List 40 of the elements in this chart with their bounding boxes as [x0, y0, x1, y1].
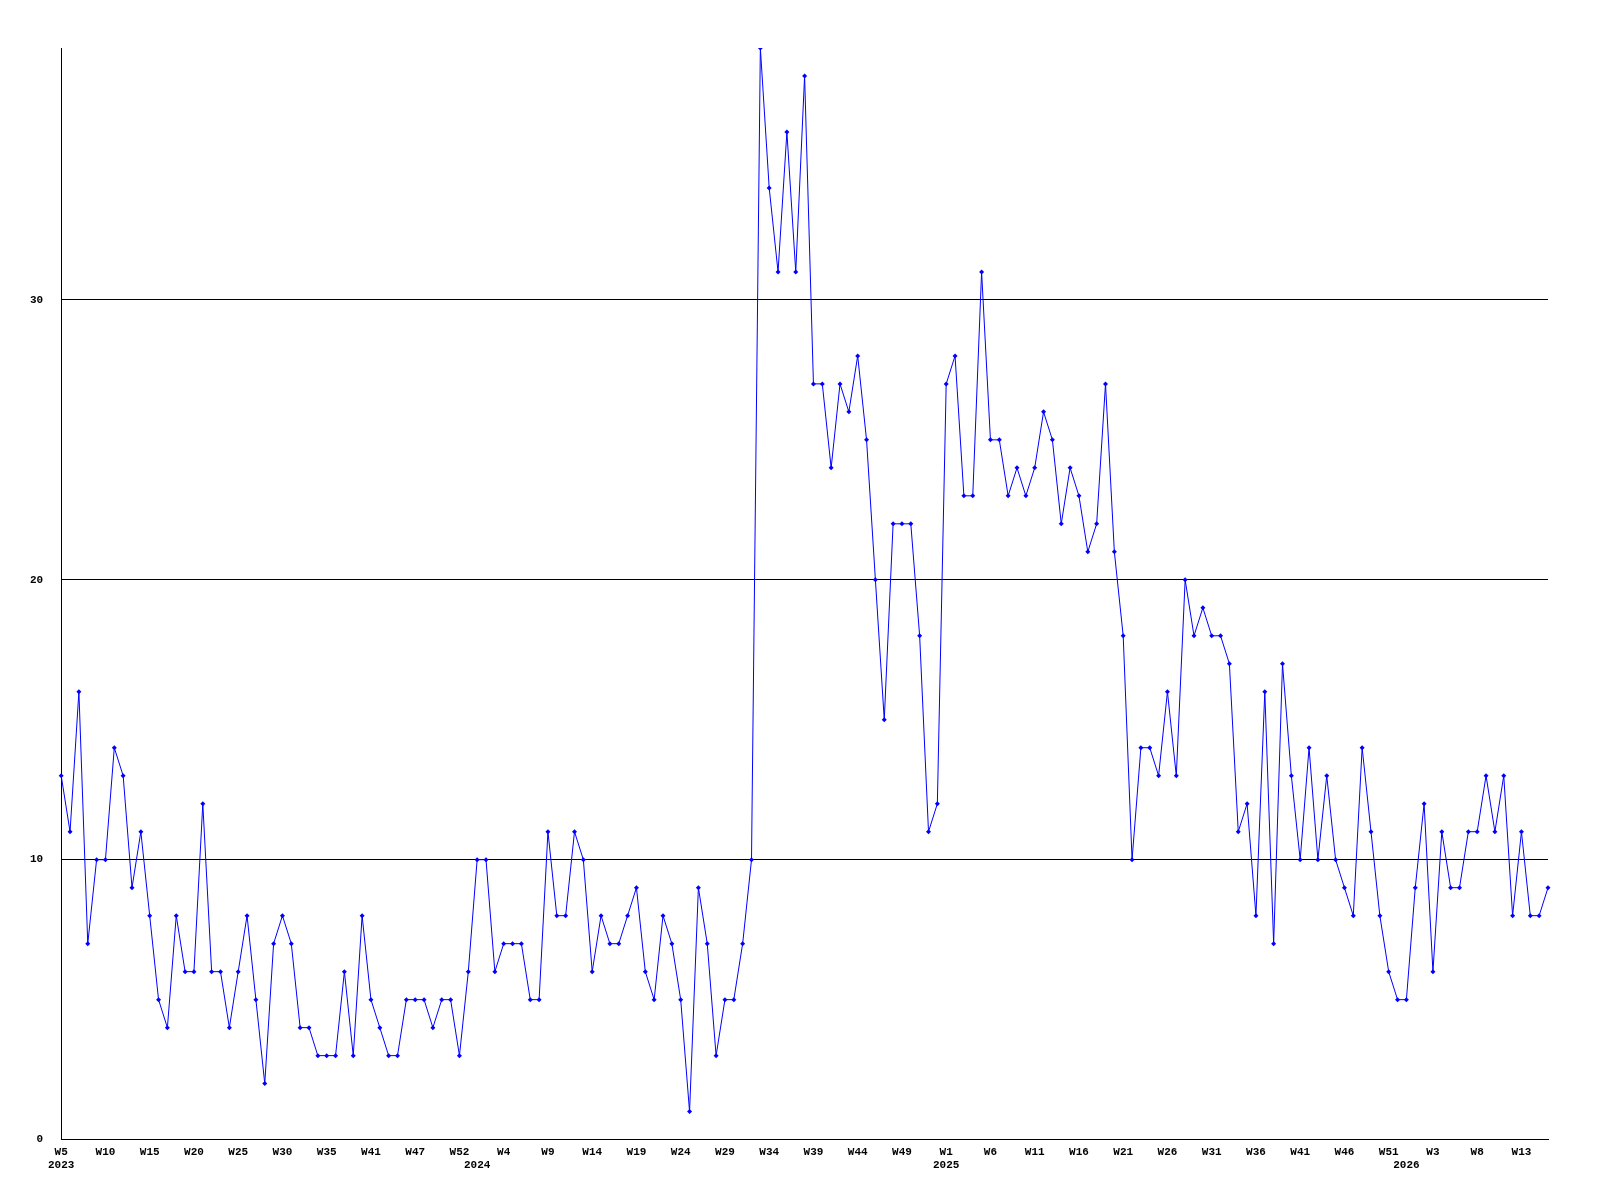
x-tick-label: W16: [1069, 1145, 1089, 1158]
x-tick-label: W9: [541, 1145, 555, 1158]
x-tick-label: W19: [626, 1145, 647, 1158]
x-tick-label: W34: [759, 1145, 780, 1158]
x-tick-label: W14: [582, 1145, 603, 1158]
y-tick-label: 10: [30, 853, 44, 866]
x-tick-label: W49: [892, 1145, 912, 1158]
x-tick-label: W11: [1024, 1145, 1045, 1158]
y-tick-label: 20: [30, 573, 44, 586]
x-tick-label: W47: [405, 1145, 426, 1158]
x-tick-label: W51: [1378, 1145, 1399, 1158]
y-tick-label: 0: [36, 1133, 44, 1146]
x-tick-label: 2026: [1393, 1159, 1420, 1172]
x-tick-label: W6: [983, 1145, 998, 1158]
x-tick-label: W41: [361, 1145, 382, 1158]
x-tick-label: W24: [670, 1145, 691, 1158]
x-tick-label: W31: [1201, 1145, 1222, 1158]
x-tick-label: W30: [272, 1145, 293, 1158]
x-tick-label: W26: [1157, 1145, 1178, 1158]
x-tick-label: W4: [497, 1145, 511, 1158]
x-tick-label: W8: [1470, 1145, 1485, 1158]
x-tick-label: W10: [95, 1145, 116, 1158]
x-tick-label: W52: [449, 1145, 470, 1158]
x-tick-label: 2024: [463, 1159, 491, 1172]
x-tick-label: W44: [847, 1145, 868, 1158]
x-tick-label: W21: [1113, 1145, 1134, 1158]
x-tick-label: W5 2023: [48, 1145, 75, 1172]
x-tick-label: W13: [1511, 1145, 1532, 1158]
x-tick-label: W41: [1290, 1145, 1311, 1158]
x-tick-label: W29: [715, 1145, 735, 1158]
x-tick-label: W25: [228, 1145, 249, 1158]
x-tick-label: W1 2025: [933, 1145, 960, 1172]
y-tick-label: 30: [30, 293, 44, 306]
x-tick-label: W3: [1426, 1145, 1440, 1158]
x-tick-label: W15: [139, 1145, 160, 1158]
x-tick-label: W46: [1334, 1145, 1355, 1158]
x-tick-label: W36: [1246, 1145, 1266, 1158]
x-tick-label: W20: [184, 1145, 204, 1158]
x-tick-label: W39: [803, 1145, 824, 1158]
x-tick-label: W35: [316, 1145, 337, 1158]
